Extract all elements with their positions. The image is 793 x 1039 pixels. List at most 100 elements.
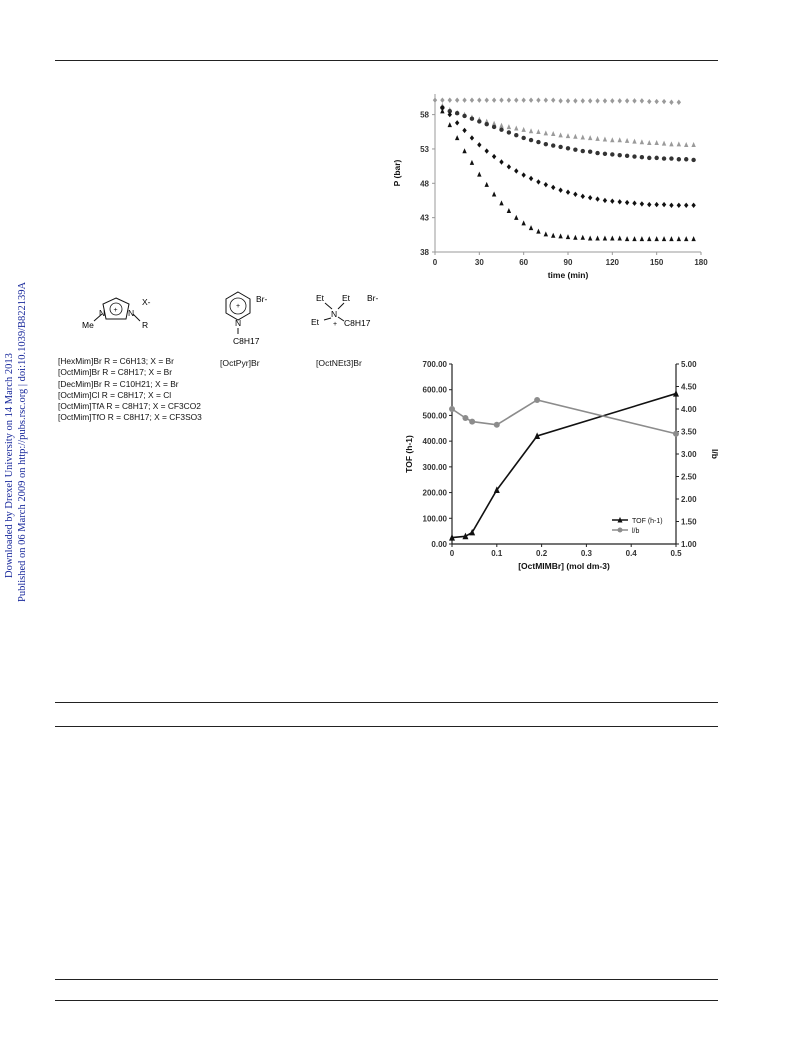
data-point [661, 156, 667, 161]
data-point [528, 137, 534, 143]
ammonium-name: [OctNEt3]Br [316, 358, 362, 368]
data-point [454, 120, 460, 126]
ammonium-chain: C8H17 [344, 318, 371, 328]
y-axis-label: TOF (h-1) [404, 435, 414, 473]
ionic-liquid-definition: R = C8H17; X = Cl [99, 389, 172, 400]
ionic-liquid-name: [OctMim]TfA [58, 401, 105, 412]
data-point [536, 128, 541, 134]
data-point [684, 157, 689, 162]
ionic-liquid-name: [OctMim]Cl [58, 389, 100, 400]
data-point [462, 97, 467, 103]
imidazolium-r: R [142, 320, 148, 330]
ammonium-et1: Et [316, 293, 325, 303]
data-point [499, 127, 504, 132]
data-point [654, 201, 659, 208]
data-point [632, 138, 637, 144]
data-point [639, 98, 645, 104]
x-tick-label: 60 [519, 258, 528, 267]
imidazolium-anion: X- [142, 297, 151, 307]
data-point [587, 195, 593, 201]
ionic-liquid-r: C8H17 [117, 367, 144, 378]
data-point [676, 157, 682, 162]
data-point [514, 125, 519, 131]
data-point [551, 131, 556, 137]
ionic-liquid-x: Br [163, 367, 173, 378]
x-tick-label: 90 [564, 258, 573, 267]
data-point [484, 122, 489, 127]
data-point [587, 98, 593, 104]
data-point [551, 97, 556, 103]
ammonium-n: N [331, 309, 337, 319]
data-point [684, 236, 689, 242]
data-point [543, 181, 549, 188]
pressure-time-chart: 0 30 60 90 120 150 180 38 43 48 53 58 time (min) P (b… [392, 94, 708, 280]
data-point [647, 98, 652, 105]
data-point [602, 151, 608, 156]
data-point [669, 236, 674, 242]
data-point [499, 97, 504, 103]
data-point [558, 233, 563, 239]
ionic-liquid-definition: R = C8H17; X = Br [99, 367, 173, 378]
data-point [595, 196, 600, 202]
data-point [477, 171, 482, 177]
y-tick-label: 700.00 [423, 360, 448, 369]
ionic-liquid-x: Br [165, 356, 174, 366]
data-point [521, 97, 526, 103]
data-point [521, 172, 526, 178]
y2-tick-label: 1.50 [681, 518, 697, 527]
data-point [484, 148, 489, 154]
data-point [684, 142, 689, 148]
ionic-liquid-r: C6H13 [119, 356, 146, 366]
data-point [536, 228, 541, 234]
x-axis-label: [OctMIMBr] (mol dm-3) [518, 561, 610, 571]
ionic-liquid-row: [OctMim]TfO R = C8H17; X = CF3SO3 [58, 412, 202, 423]
y-tick-label: 600.00 [423, 386, 448, 395]
data-point [469, 97, 475, 103]
data-point [632, 200, 637, 206]
ionic-liquid-definition: R = C6H13; X = Br [101, 356, 174, 366]
data-point [440, 97, 445, 103]
ionic-liquid-name: [DecMim]Br [58, 378, 102, 389]
data-point [454, 111, 460, 116]
top-rule [55, 60, 718, 61]
data-point [624, 199, 630, 206]
ionic-liquid-x: Cl [163, 389, 172, 400]
data-point [499, 159, 504, 165]
data-point [521, 220, 526, 226]
ionic-liquid-list: [HexMim]Br R = C6H13; X = Br [OctMim]Br R… [58, 356, 202, 424]
pyridinium-structure: + N C8H17 Br- [225, 291, 268, 346]
data-point [647, 139, 652, 145]
data-point [506, 164, 512, 170]
data-point [543, 141, 549, 147]
downloaded-line: Downloaded by Drexel University on 14 Ma… [4, 353, 15, 578]
data-point [669, 99, 674, 105]
data-point [462, 113, 467, 119]
data-point [534, 397, 541, 403]
y-tick-label: 58 [420, 111, 429, 120]
legend-label: TOF (h-1) [632, 518, 663, 525]
data-point [602, 136, 608, 142]
data-point [447, 108, 452, 114]
data-point [669, 141, 674, 147]
data-point [484, 97, 489, 103]
data-point [454, 97, 460, 103]
ionic-liquid-definition: R = C8H17; X = CF3SO3 [105, 412, 202, 423]
data-point [573, 147, 578, 152]
data-point [654, 155, 659, 161]
data-point [691, 157, 696, 163]
data-point [521, 135, 526, 141]
data-point [521, 126, 526, 132]
data-point [595, 150, 600, 156]
data-point [654, 98, 659, 105]
y-tick-label: 100.00 [423, 514, 448, 523]
y-tick-label: 48 [420, 179, 429, 188]
ammonium-plus: + [333, 321, 337, 328]
data-point [528, 97, 534, 103]
data-point [558, 98, 563, 104]
data-point [676, 202, 682, 208]
data-point [617, 235, 622, 241]
y2-tick-label: 4.00 [681, 405, 697, 414]
data-point [661, 140, 667, 146]
data-point [691, 236, 696, 242]
data-point [493, 486, 500, 493]
